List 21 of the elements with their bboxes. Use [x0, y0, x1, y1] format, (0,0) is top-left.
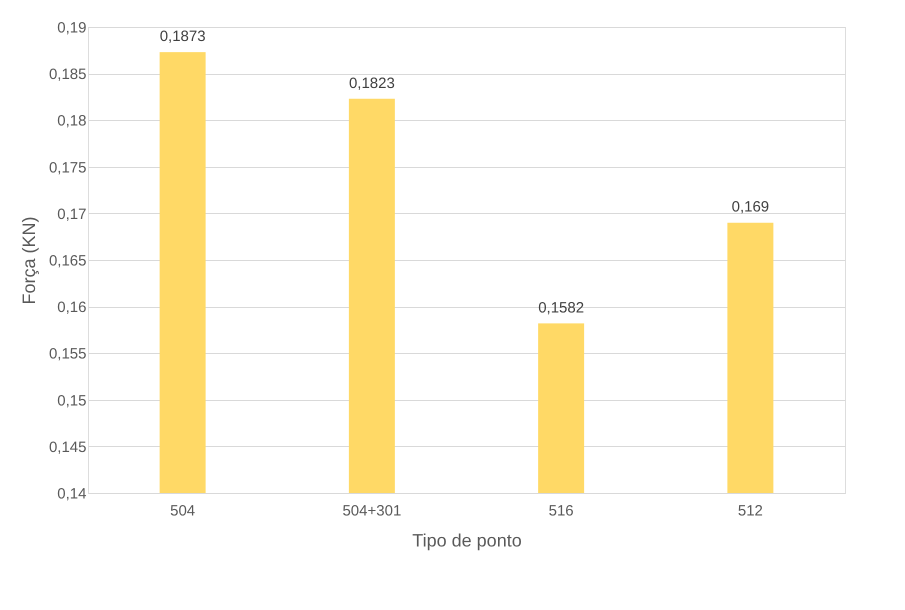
y-tick-label: 0,16	[57, 299, 86, 316]
x-tick-label: 512	[738, 502, 763, 520]
y-tick-label: 0,175	[48, 159, 86, 176]
data-label: 0,1823	[348, 74, 395, 92]
x-tick-label: 504	[170, 502, 196, 520]
x-tick-label: 504+301	[342, 502, 402, 520]
y-axis-title: Força (KN)	[18, 216, 39, 305]
y-tick-label: 0,14	[57, 486, 86, 502]
y-tick-label: 0,19	[57, 20, 86, 36]
y-tick-label: 0,18	[57, 112, 86, 130]
data-label: 0,169	[732, 198, 770, 216]
y-tick-label: 0,165	[48, 252, 86, 270]
y-tick-label: 0,155	[48, 346, 86, 363]
y-tick-label: 0,15	[57, 392, 86, 410]
y-tick-label: 0,145	[48, 438, 86, 456]
y-tick-label: 0,185	[48, 66, 86, 84]
data-label: 0,1582	[538, 299, 584, 316]
x-tick-label: 516	[548, 502, 574, 520]
data-label: 0,1873	[160, 28, 206, 46]
y-tick-label: 0,17	[57, 206, 86, 223]
x-axis-title: Tipo de ponto	[412, 530, 522, 550]
